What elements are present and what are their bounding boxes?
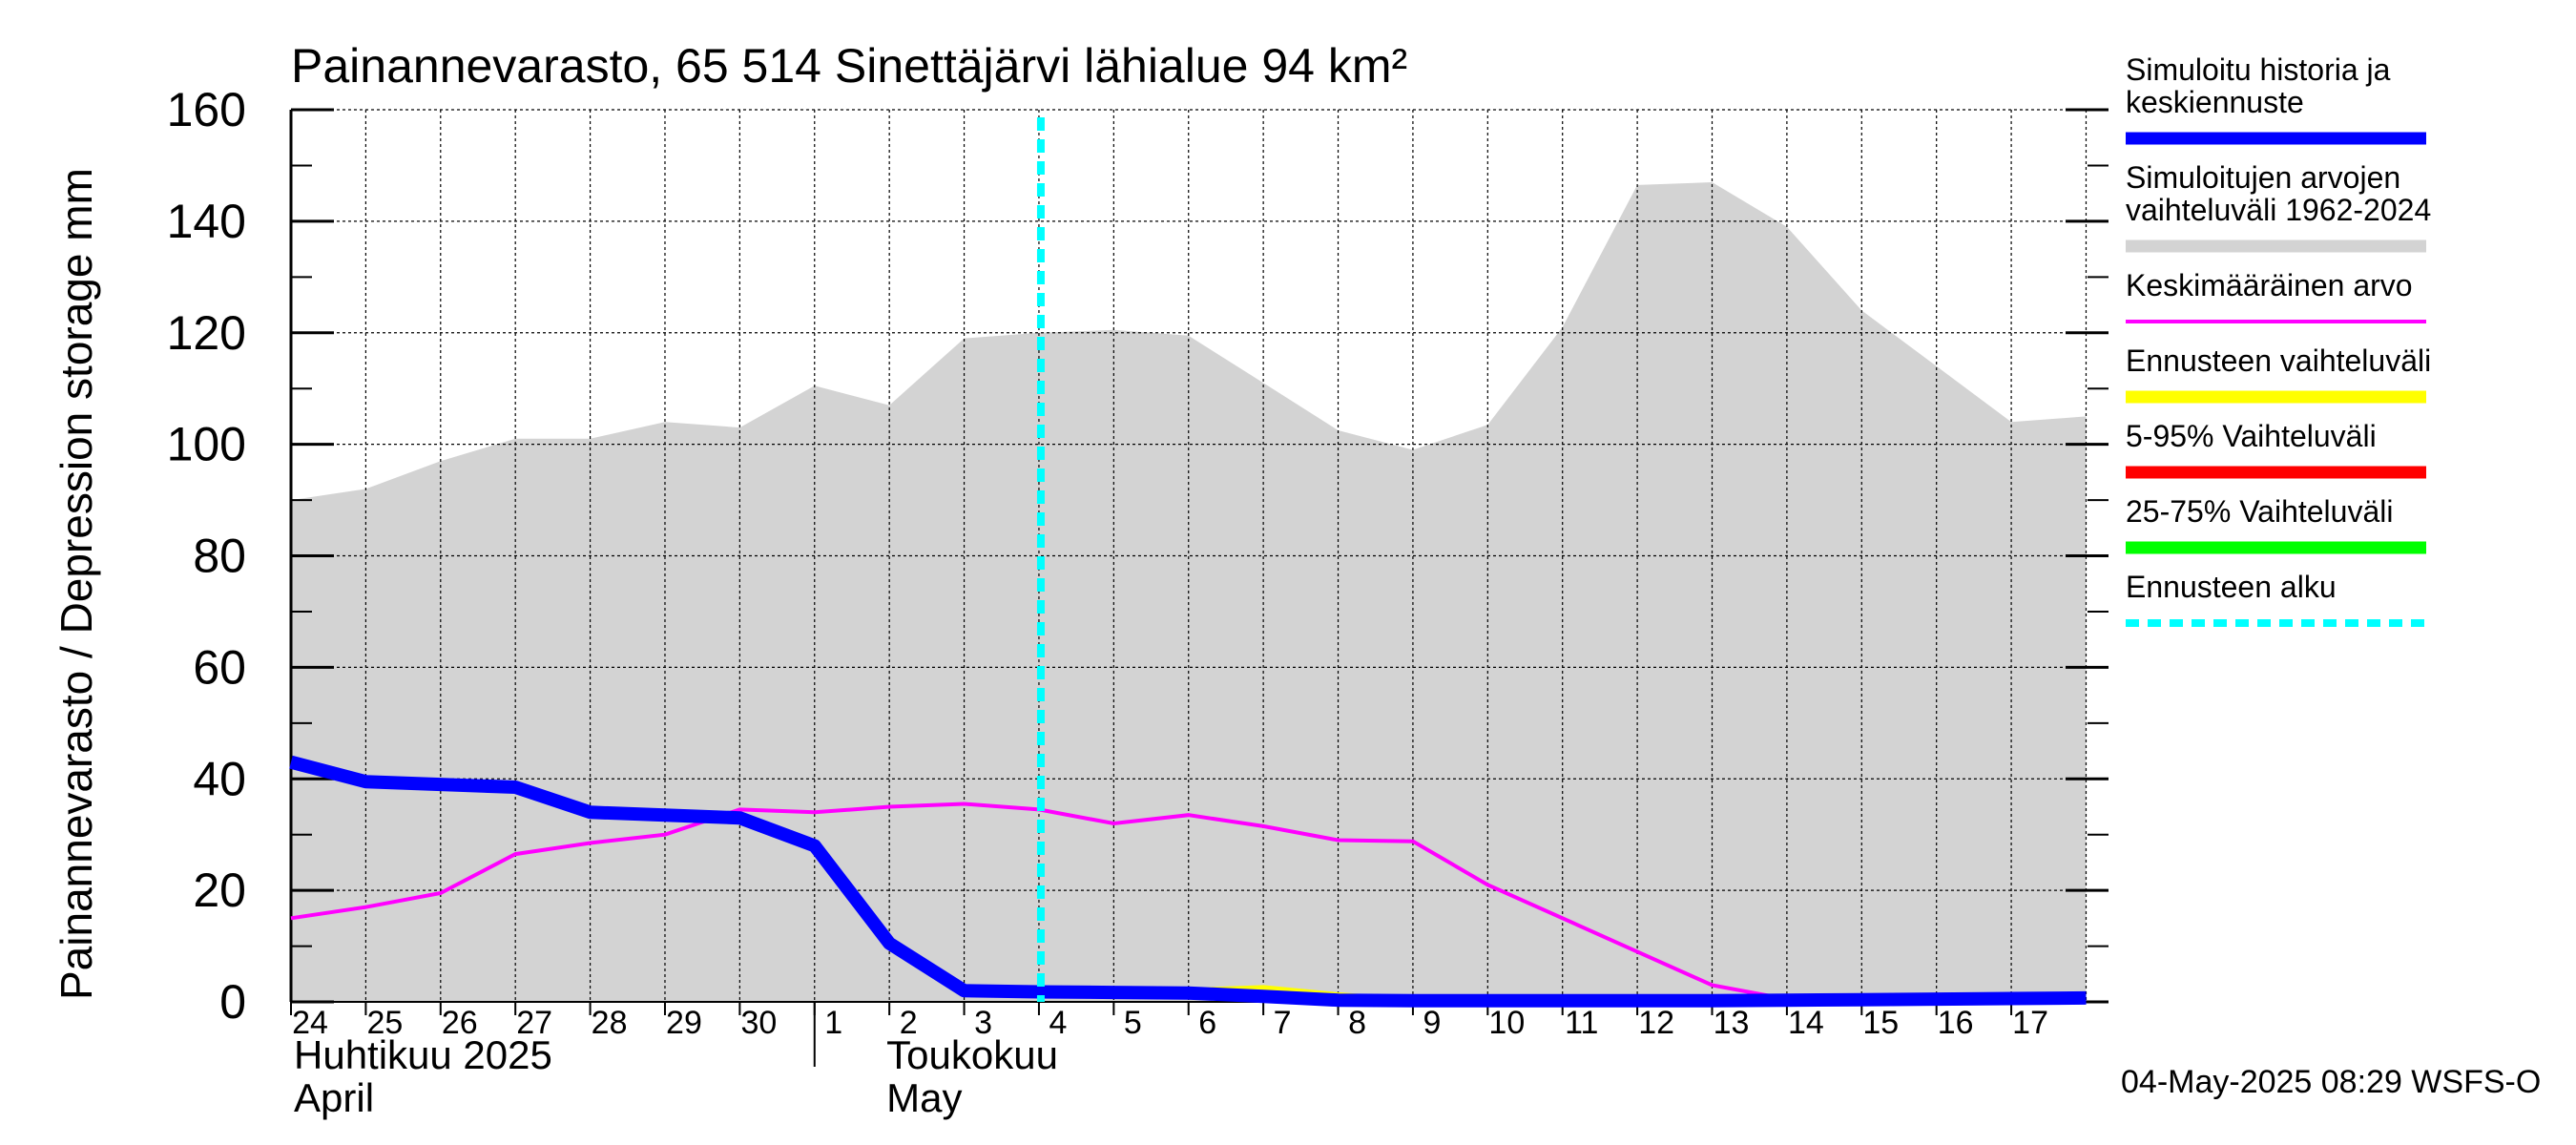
x-tick-label: 15: [1862, 1005, 1899, 1041]
x-tick-label: 2: [900, 1005, 918, 1041]
legend-item: Keskimääräinen arvo: [2126, 268, 2426, 323]
x-tick-label: 9: [1423, 1005, 1441, 1041]
legend-label: vaihteluväli 1962-2024: [2126, 193, 2431, 227]
legend-label: keskiennuste: [2126, 85, 2304, 119]
x-tick-label: 24: [292, 1005, 328, 1041]
y-tick-label: 160: [167, 83, 246, 136]
legend-label: Keskimääräinen arvo: [2126, 268, 2413, 302]
legend-label: Ennusteen alku: [2126, 570, 2337, 604]
month-label-english: May: [886, 1075, 962, 1120]
x-tick-label: 6: [1198, 1005, 1216, 1041]
x-tick-label: 27: [516, 1005, 552, 1041]
timestamp-footer: 04-May-2025 08:29 WSFS-O: [2121, 1064, 2541, 1100]
legend-label: Ennusteen vaihteluväli: [2126, 344, 2431, 378]
legend-label: 5-95% Vaihteluväli: [2126, 419, 2377, 453]
legend-label: Simuloitu historia ja: [2126, 52, 2391, 87]
legend-item: 5-95% Vaihteluväli: [2126, 419, 2426, 479]
x-tick-label: 30: [740, 1005, 777, 1041]
x-tick-label: 5: [1124, 1005, 1142, 1041]
x-tick-label: 25: [366, 1005, 403, 1041]
x-tick-label: 10: [1488, 1005, 1525, 1041]
y-tick-label: 60: [193, 640, 246, 694]
simulated-history-line: [289, 755, 2087, 1008]
x-tick-label: 11: [1565, 1005, 1598, 1041]
x-tick-label: 3: [974, 1005, 992, 1041]
x-tick-label: 26: [442, 1005, 478, 1041]
y-tick-label: 140: [167, 195, 246, 248]
y-tick-label: 0: [219, 975, 246, 1029]
x-tick-label: 14: [1788, 1005, 1824, 1041]
y-axis-label: Painannevarasto / Depression storage mm: [52, 168, 101, 1000]
x-tick-label: 28: [592, 1005, 628, 1041]
month-label: Toukokuu: [886, 1032, 1058, 1077]
legend-item: Ennusteen vaihteluväli: [2126, 344, 2431, 404]
x-tick-label: 4: [1049, 1005, 1067, 1041]
y-tick-label: 100: [167, 418, 246, 471]
x-tick-label: 12: [1638, 1005, 1674, 1041]
x-tick-label: 7: [1274, 1005, 1292, 1041]
y-tick-label: 80: [193, 530, 246, 583]
month-label-english: April: [294, 1075, 374, 1120]
legend-item: Ennusteen alku: [2126, 570, 2426, 627]
x-tick-label: 8: [1348, 1005, 1366, 1041]
x-tick-label: 16: [1938, 1005, 1974, 1041]
y-tick-label: 20: [193, 864, 246, 917]
legend-label: Simuloitujen arvojen: [2126, 160, 2400, 195]
x-tick-label: 17: [2012, 1005, 2048, 1041]
legend-item: 25-75% Vaihteluväli: [2126, 494, 2426, 554]
y-tick-label: 120: [167, 306, 246, 360]
x-tick-label: 1: [824, 1005, 842, 1041]
x-tick-label: 29: [666, 1005, 702, 1041]
legend-label: 25-75% Vaihteluväli: [2126, 494, 2393, 529]
y-tick-label: 40: [193, 752, 246, 805]
legend: Simuloitu historia jakeskiennusteSimuloi…: [2126, 52, 2431, 627]
x-tick-label: 13: [1714, 1005, 1750, 1041]
month-label: Huhtikuu 2025: [294, 1032, 552, 1077]
chart-title: Painannevarasto, 65 514 Sinettäjärvi läh…: [291, 39, 1407, 93]
